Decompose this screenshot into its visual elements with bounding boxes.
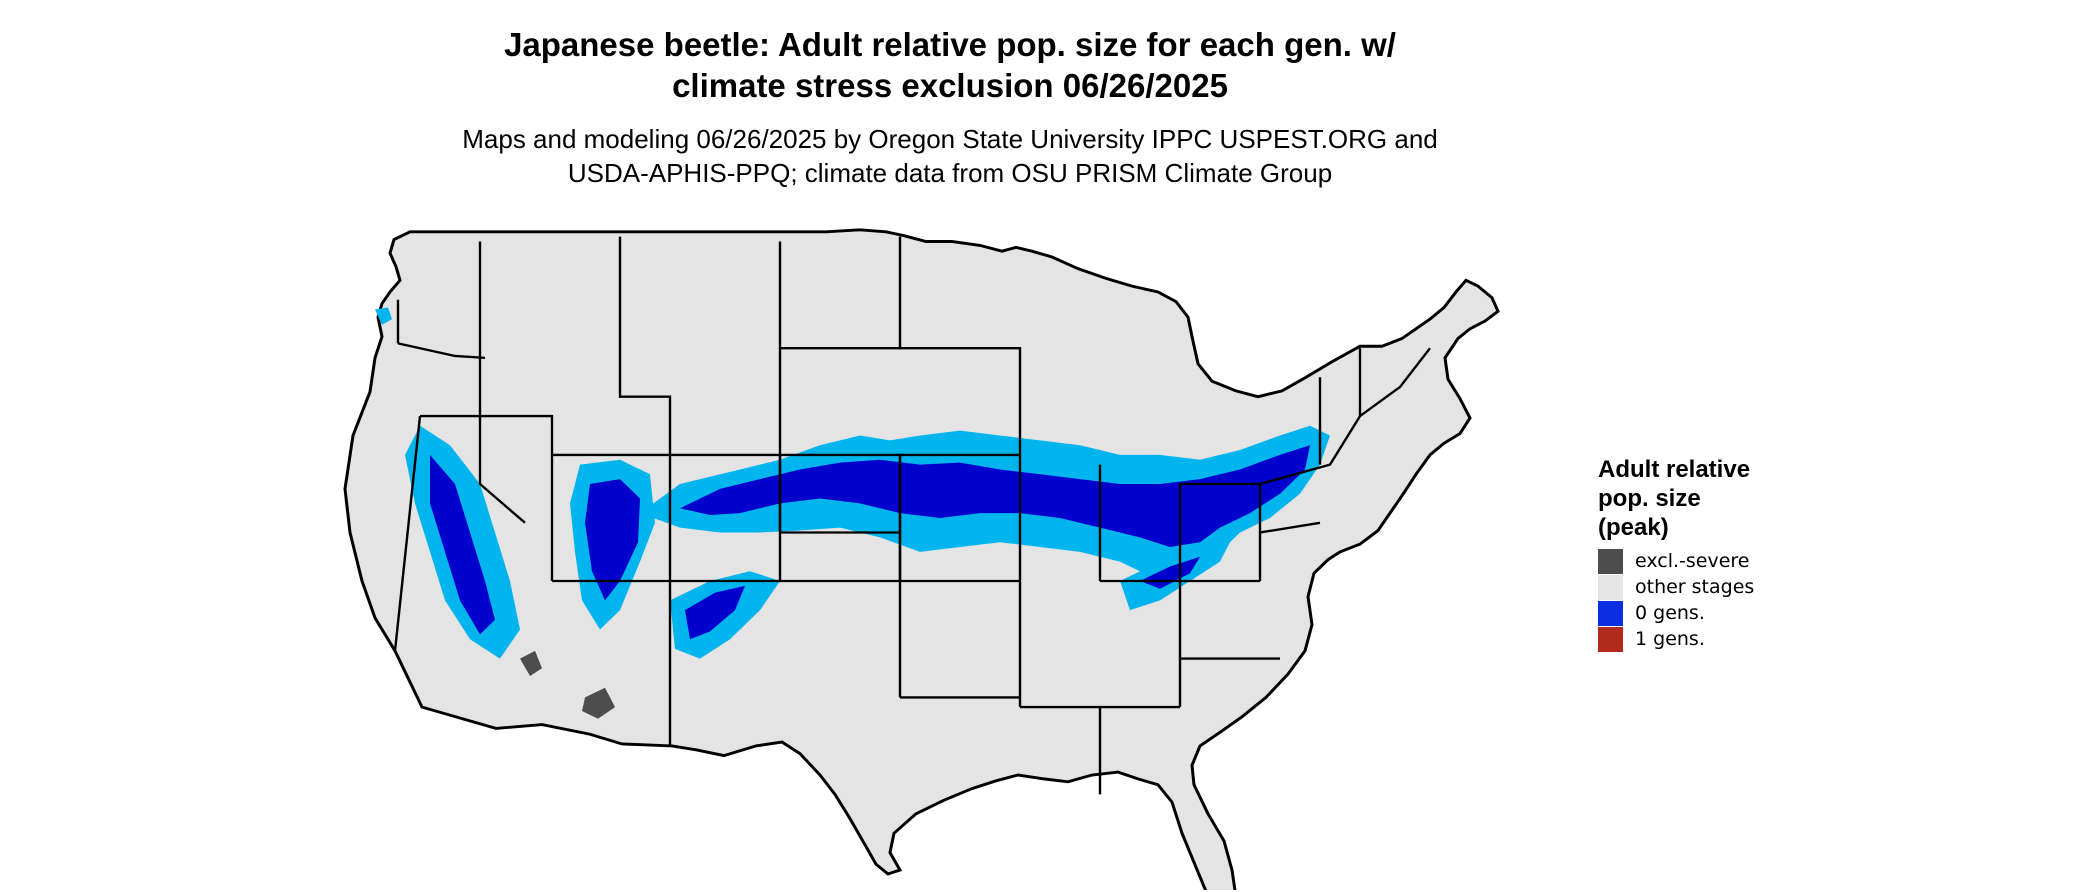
legend-label: 1 gens. — [1635, 628, 1705, 650]
state-border — [618, 236, 672, 455]
state-border — [1259, 415, 1362, 486]
dark-blue-utah-az — [585, 479, 640, 601]
map-title: Japanese beetle: Adult relative pop. siz… — [0, 24, 1900, 106]
state-border — [898, 581, 1020, 699]
us-basemap — [343, 228, 1500, 890]
legend-title: Adult relative pop. size (peak) — [1598, 455, 1838, 542]
legend-items: excl.-severe other stages 0 gens. 1 gens. — [1598, 548, 1838, 652]
map-subtitle: Maps and modeling 06/26/2025 by Oregon S… — [0, 122, 1900, 190]
legend-title-line-2: pop. size — [1598, 485, 1701, 512]
population-overlay — [375, 307, 1330, 719]
legend-label: excl.-severe — [1635, 550, 1750, 572]
legend-title-line-1: Adult relative — [1598, 456, 1751, 483]
excl-severe-patch — [520, 650, 542, 677]
dark-blue-california — [430, 454, 495, 635]
legend-label: other stages — [1635, 576, 1755, 598]
legend-swatch — [1598, 626, 1623, 652]
legend-item: 0 gens. — [1598, 600, 1838, 626]
legend-item: 1 gens. — [1598, 626, 1838, 652]
legend-item: other stages — [1598, 574, 1838, 600]
state-border — [396, 299, 486, 360]
legend-label: 0 gens. — [1635, 602, 1705, 624]
legend-swatch — [1598, 600, 1623, 626]
map-title-line-2: climate stress exclusion 06/26/2025 — [672, 67, 1228, 104]
legend: Adult relative pop. size (peak) excl.-se… — [1598, 455, 1838, 652]
dark-blue-newmexico — [685, 585, 745, 640]
light-blue-washington — [375, 307, 392, 325]
excl-severe-patch — [582, 687, 615, 719]
dark-blue-band — [680, 445, 1310, 548]
state-border — [420, 414, 554, 582]
state-border — [393, 415, 422, 651]
legend-swatch — [1598, 574, 1623, 600]
map-subtitle-line-1: Maps and modeling 06/26/2025 by Oregon S… — [462, 124, 1438, 154]
state-border — [1178, 657, 1280, 708]
state-borders — [393, 236, 1431, 795]
us-map-svg — [343, 228, 1500, 890]
map-title-line-1: Japanese beetle: Adult relative pop. siz… — [504, 26, 1396, 63]
state-border — [900, 347, 1022, 455]
state-border — [1359, 347, 1431, 418]
legend-swatch — [1598, 548, 1623, 574]
legend-item: excl.-severe — [1598, 548, 1838, 574]
state-border — [478, 241, 526, 524]
us-map — [320, 220, 1590, 890]
map-subtitle-line-2: USDA-APHIS-PPQ; climate data from OSU PR… — [567, 158, 1333, 188]
state-border — [778, 236, 902, 350]
legend-title-line-3: (peak) — [1598, 514, 1669, 541]
